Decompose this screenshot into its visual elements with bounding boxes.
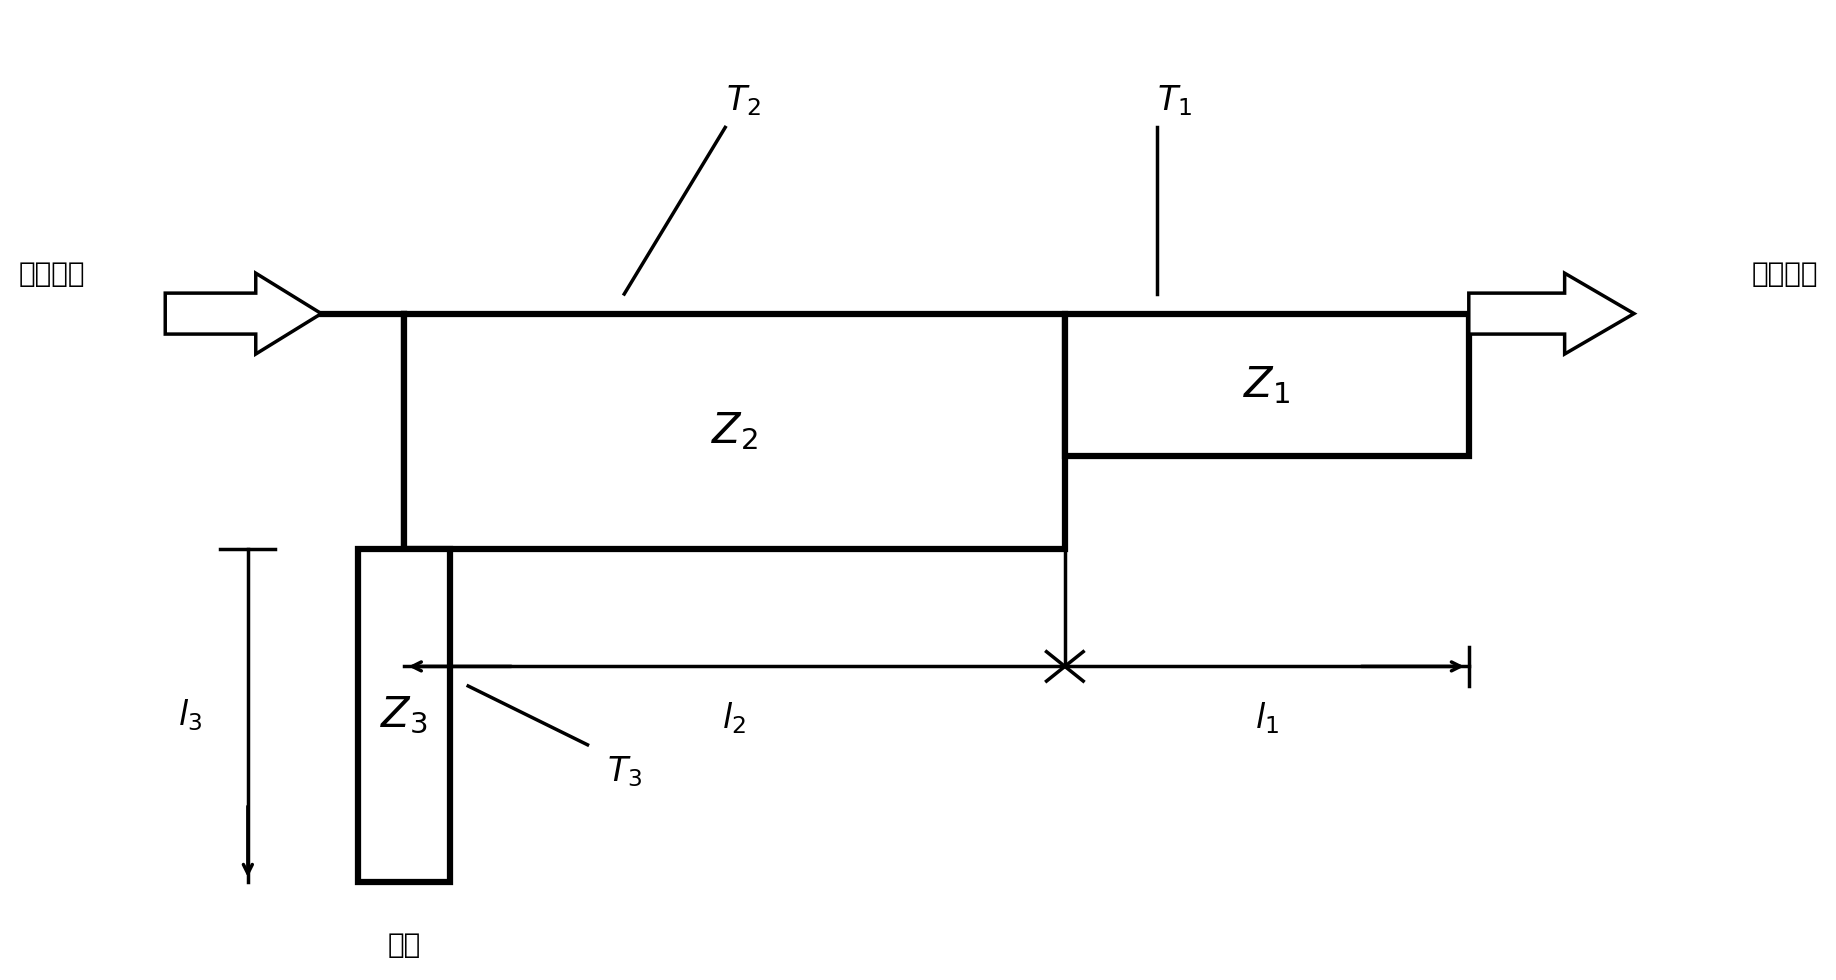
Bar bbox=[404, 314, 1065, 549]
Text: $l_2$: $l_2$ bbox=[722, 701, 747, 736]
Text: $Z_2$: $Z_2$ bbox=[711, 411, 758, 452]
Text: 开路: 开路 bbox=[387, 931, 420, 959]
Bar bbox=[1065, 314, 1469, 456]
Bar bbox=[358, 549, 450, 882]
Text: 系统阻抗: 系统阻抗 bbox=[18, 261, 84, 288]
Text: $Z_1$: $Z_1$ bbox=[1243, 364, 1291, 406]
Text: 负载阻抗: 负载阻抗 bbox=[1752, 261, 1818, 288]
Text: $T_1$: $T_1$ bbox=[1157, 83, 1193, 118]
Polygon shape bbox=[1469, 273, 1634, 354]
Text: $T_2$: $T_2$ bbox=[725, 83, 762, 118]
Text: $Z_3$: $Z_3$ bbox=[380, 695, 428, 736]
Text: $l_1$: $l_1$ bbox=[1254, 701, 1280, 736]
Text: $T_3$: $T_3$ bbox=[606, 755, 643, 789]
Polygon shape bbox=[165, 273, 321, 354]
Text: $l_3$: $l_3$ bbox=[178, 698, 202, 733]
